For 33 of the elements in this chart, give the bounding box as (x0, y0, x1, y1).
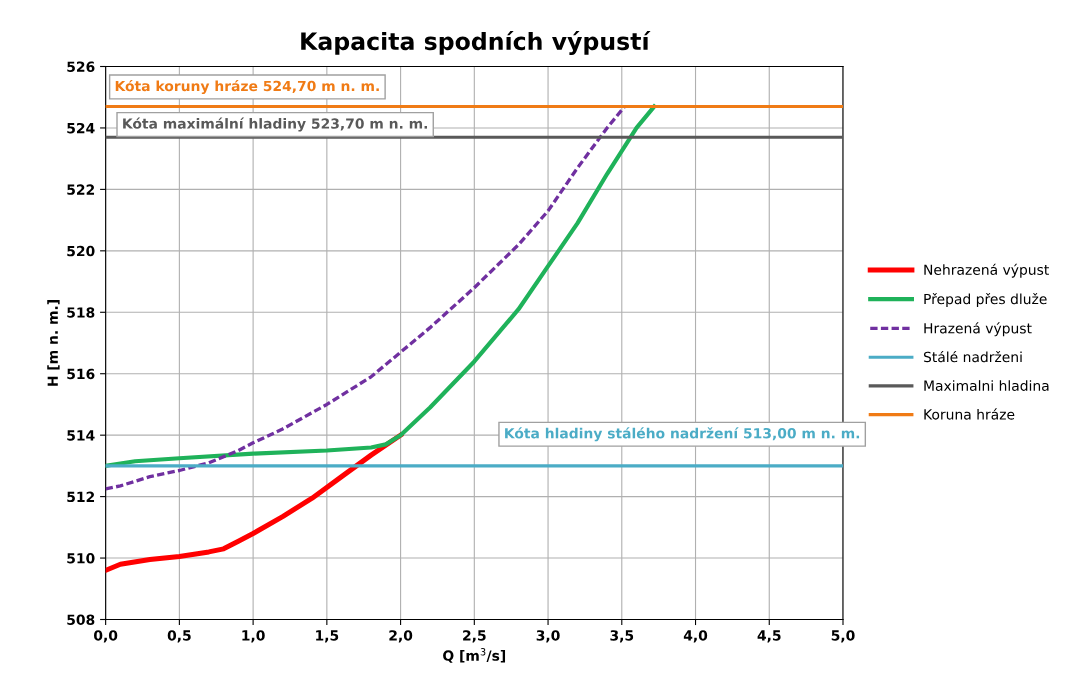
y-tick-label: 510 (67, 553, 95, 564)
y-tick-label: 518 (67, 307, 95, 318)
y-axis-title: H [m n. m.] (47, 300, 60, 386)
annotation: Kóta maximální hladiny 523,70 m n. m. (123, 117, 427, 132)
y-tick-label: 526 (67, 61, 95, 72)
legend-label: Nehrazená výpust (924, 263, 1049, 278)
annotation: Kóta koruny hráze 524,70 m n. m. (115, 79, 379, 95)
legend-label: Koruna hráze (924, 408, 1015, 420)
chart-title: Kapacita spodních výpustí (301, 30, 651, 55)
x-tick-label: 0,0 (94, 630, 118, 643)
legend-label: Stálé nadrženi (923, 350, 1022, 363)
x-tick-label: 3,0 (536, 630, 560, 643)
x-tick-label: 5,0 (831, 630, 855, 643)
x-tick-label: 1,5 (316, 630, 339, 643)
x-axis-title: Q [m$^{3}$/s] (443, 648, 506, 663)
y-tick-label: 520 (67, 245, 95, 257)
x-tick-label: 4,5 (757, 630, 781, 643)
y-tick-label: 514 (67, 430, 95, 441)
legend-label: Hrazená výpust (924, 322, 1032, 337)
x-tick-label: 1,0 (242, 630, 265, 643)
y-tick-label: 516 (67, 368, 95, 380)
x-tick-label: 2,0 (389, 630, 413, 643)
x-tick-label: 3,5 (610, 630, 634, 643)
y-tick-label: 508 (67, 614, 95, 625)
legend-label: Přepad přes dluže (924, 292, 1047, 307)
annotation: Kóta hladiny stálého nadržení 513,00 m n. m. (505, 427, 860, 442)
y-tick-label: 522 (67, 184, 95, 195)
x-tick-label: 4,0 (683, 630, 708, 643)
y-tick-label: 524 (67, 122, 95, 134)
y-tick-label: 512 (67, 491, 95, 503)
x-tick-label: 0,5 (167, 630, 191, 643)
legend-label: Maximalni hladina (924, 380, 1049, 391)
x-tick-label: 2,5 (463, 630, 486, 643)
